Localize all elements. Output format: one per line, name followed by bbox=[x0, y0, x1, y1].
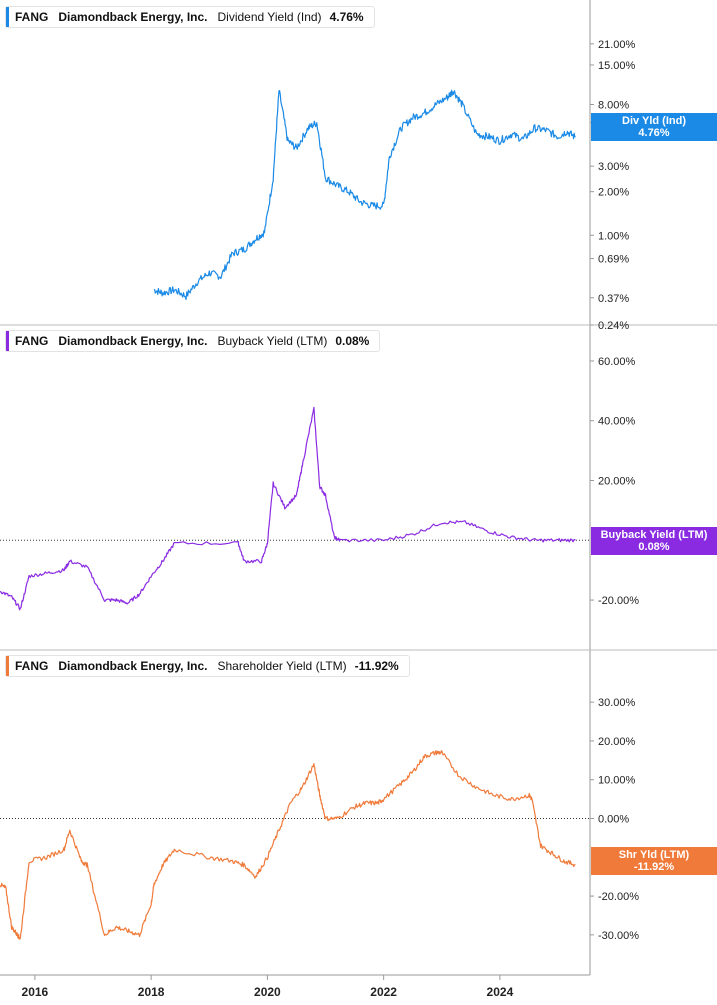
legend-company: Diamondback Energy, Inc. bbox=[58, 659, 208, 673]
legend-value: -11.92% bbox=[354, 659, 399, 673]
y-axis-ticks: 21.00%15.00%8.00%6.00%3.00%2.00%1.00%0.6… bbox=[590, 39, 639, 942]
legend-ticker: FANG bbox=[15, 10, 49, 24]
y-tick-label: 0.00% bbox=[598, 814, 629, 826]
series-line bbox=[153, 89, 576, 300]
badge-dividend-yield: Div Yld (Ind) 4.76% bbox=[591, 113, 717, 141]
x-axis-ticks: 2016 2018 2020 2022 2024 bbox=[22, 975, 514, 999]
series-layer bbox=[0, 89, 576, 940]
y-tick-label: 21.00% bbox=[598, 39, 636, 51]
badge-title: Shr Yld (LTM) bbox=[618, 849, 690, 861]
x-tick-label: 2016 bbox=[22, 985, 49, 999]
x-tick-label: 2020 bbox=[254, 985, 281, 999]
legend-metric: Buyback Yield (LTM) bbox=[217, 334, 328, 348]
y-tick-label: 20.00% bbox=[598, 736, 636, 748]
y-tick-label: 1.00% bbox=[598, 230, 629, 242]
badge-title: Div Yld (Ind) bbox=[622, 115, 686, 127]
legend-swatch bbox=[6, 7, 9, 27]
badge-buyback-yield: Buyback Yield (LTM) 0.08% bbox=[591, 527, 717, 555]
legend-ticker: FANG bbox=[15, 334, 49, 348]
legend-metric: Dividend Yield (Ind) bbox=[217, 10, 322, 24]
y-tick-label: 20.00% bbox=[598, 476, 636, 488]
y-tick-label: 8.00% bbox=[598, 99, 629, 111]
legend-company: Diamondback Energy, Inc. bbox=[58, 334, 208, 348]
legend-shareholder-yield[interactable]: FANG Diamondback Energy, Inc. Shareholde… bbox=[5, 655, 410, 677]
y-tick-label: 15.00% bbox=[598, 60, 636, 72]
y-tick-label: 10.00% bbox=[598, 775, 636, 787]
x-tick-label: 2022 bbox=[370, 985, 397, 999]
y-tick-label: 0.24% bbox=[598, 320, 629, 332]
badge-value: -11.92% bbox=[633, 861, 675, 873]
x-tick-label: 2024 bbox=[487, 985, 514, 999]
badge-value: 4.76% bbox=[638, 127, 670, 139]
panel-dividers bbox=[0, 0, 717, 976]
y-tick-label: 30.00% bbox=[598, 697, 636, 709]
legend-dividend-yield[interactable]: FANG Diamondback Energy, Inc. Dividend Y… bbox=[5, 6, 375, 28]
x-tick-label: 2018 bbox=[138, 985, 165, 999]
y-tick-label: 3.00% bbox=[598, 161, 629, 173]
y-tick-label: 2.00% bbox=[598, 187, 629, 199]
badge-shareholder-yield: Shr Yld (LTM) -11.92% bbox=[591, 847, 717, 875]
y-tick-label: 0.37% bbox=[598, 293, 629, 305]
badge-title: Buyback Yield (LTM) bbox=[600, 529, 708, 541]
series-line bbox=[0, 750, 576, 940]
y-tick-label: -20.00% bbox=[598, 891, 639, 903]
legend-company: Diamondback Energy, Inc. bbox=[58, 10, 208, 24]
legend-buyback-yield[interactable]: FANG Diamondback Energy, Inc. Buyback Yi… bbox=[5, 330, 381, 352]
series-line bbox=[0, 406, 576, 611]
legend-swatch bbox=[6, 656, 9, 676]
legend-value: 0.08% bbox=[335, 334, 370, 348]
y-tick-label: 40.00% bbox=[598, 416, 636, 428]
legend-value: 4.76% bbox=[329, 10, 364, 24]
y-tick-label: 0.69% bbox=[598, 254, 629, 266]
legend-metric: Shareholder Yield (LTM) bbox=[217, 659, 347, 673]
y-tick-label: -30.00% bbox=[598, 930, 639, 942]
legend-swatch bbox=[6, 331, 9, 351]
badge-value: 0.08% bbox=[638, 541, 670, 553]
legend-ticker: FANG bbox=[15, 659, 49, 673]
y-tick-label: -20.00% bbox=[598, 595, 639, 607]
y-tick-label: 60.00% bbox=[598, 356, 636, 368]
